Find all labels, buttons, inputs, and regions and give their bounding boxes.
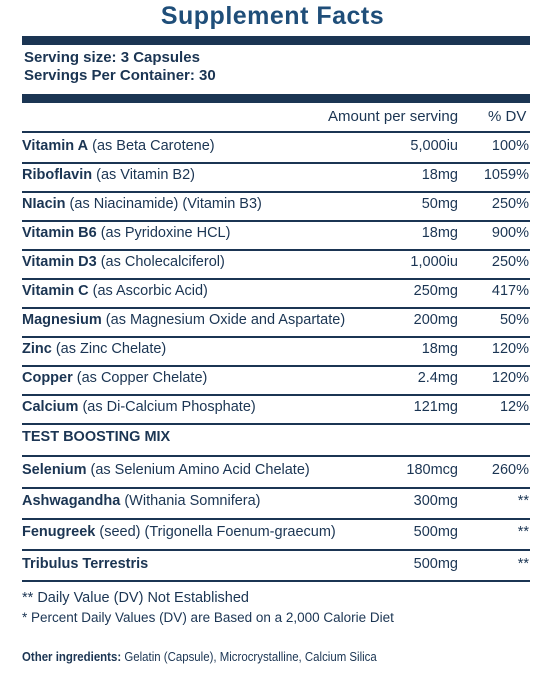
daily-value: ** bbox=[517, 556, 529, 572]
nutrient-name: NIacin (as Niacinamide) (Vitamin B3) bbox=[22, 196, 262, 212]
divider-bar bbox=[22, 36, 530, 45]
nutrient-bold: Tribulus Terrestris bbox=[22, 556, 149, 572]
nutrient-bold: Vitamin B6 bbox=[22, 225, 97, 241]
divider-line bbox=[22, 220, 530, 222]
footnote: * Percent Daily Values (DV) are Based on… bbox=[22, 610, 394, 625]
divider-line bbox=[22, 487, 530, 489]
divider-bar bbox=[22, 94, 530, 103]
nutrient-detail: (as Pyridoxine HCL) bbox=[100, 225, 231, 241]
divider-line bbox=[22, 336, 530, 338]
divider-line bbox=[22, 549, 530, 551]
nutrient-name: Vitamin D3 (as Cholecalciferol) bbox=[22, 254, 225, 270]
daily-value: 250% bbox=[491, 196, 529, 212]
amount: 121mg bbox=[413, 399, 458, 415]
divider-line bbox=[22, 278, 530, 280]
daily-value: 417% bbox=[491, 283, 529, 299]
divider-line bbox=[22, 191, 530, 193]
nutrient-detail: (as Magnesium Oxide and Aspartate) bbox=[105, 312, 346, 328]
nutrient-bold: Fenugreek bbox=[22, 524, 96, 540]
nutrient-bold: Vitamin A bbox=[22, 138, 89, 154]
nutrient-name: Vitamin C (as Ascorbic Acid) bbox=[22, 283, 208, 299]
servings-per-container: Servings Per Container: 30 bbox=[24, 67, 216, 84]
nutrient-bold: NIacin bbox=[22, 196, 66, 212]
amount: 500mg bbox=[413, 556, 458, 572]
nutrient-detail: (as Copper Chelate) bbox=[76, 370, 208, 386]
daily-value: 900% bbox=[491, 225, 529, 241]
amount: 18mg bbox=[421, 225, 458, 241]
divider-line bbox=[22, 162, 530, 164]
amount: 300mg bbox=[413, 493, 458, 509]
daily-value: ** bbox=[517, 493, 529, 509]
amount: 18mg bbox=[421, 167, 458, 183]
nutrient-name: Vitamin A (as Beta Carotene) bbox=[22, 138, 215, 154]
amount: 180mcg bbox=[406, 462, 458, 478]
column-header: % DV bbox=[488, 108, 527, 125]
serving-size: Serving size: 3 Capsules bbox=[24, 49, 200, 66]
daily-value: 50% bbox=[499, 312, 529, 328]
nutrient-name: Magnesium (as Magnesium Oxide and Aspart… bbox=[22, 312, 345, 328]
nutrient-name: Copper (as Copper Chelate) bbox=[22, 370, 207, 386]
other-text: Gelatin (Capsule), Microcrystalline, Cal… bbox=[124, 649, 377, 664]
nutrient-name: Selenium (as Selenium Amino Acid Chelate… bbox=[22, 462, 310, 478]
daily-value: 120% bbox=[491, 370, 529, 386]
nutrient-bold: Ashwagandha bbox=[22, 493, 121, 509]
nutrient-bold: Vitamin D3 bbox=[22, 254, 97, 270]
amount: 500mg bbox=[413, 524, 458, 540]
nutrient-detail: (as Zinc Chelate) bbox=[55, 341, 167, 357]
divider-line bbox=[22, 249, 530, 251]
nutrient-detail: (Withania Somnifera) bbox=[124, 493, 261, 509]
nutrient-bold: Riboflavin bbox=[22, 167, 93, 183]
daily-value: 260% bbox=[491, 462, 529, 478]
other-label: Other ingredients: bbox=[22, 649, 122, 664]
nutrient-bold: Selenium bbox=[22, 462, 87, 478]
divider-line bbox=[22, 580, 530, 582]
divider-line bbox=[22, 394, 530, 396]
divider-line bbox=[22, 307, 530, 309]
divider-line bbox=[22, 423, 530, 425]
amount: 200mg bbox=[413, 312, 458, 328]
nutrient-name: Zinc (as Zinc Chelate) bbox=[22, 341, 166, 357]
section-heading: TEST BOOSTING MIX bbox=[22, 429, 171, 445]
nutrient-bold: Copper bbox=[22, 370, 73, 386]
daily-value: 12% bbox=[499, 399, 529, 415]
footnote: ** Daily Value (DV) Not Established bbox=[22, 590, 249, 606]
amount: 5,000iu bbox=[410, 138, 458, 154]
daily-value: 120% bbox=[491, 341, 529, 357]
nutrient-bold: Vitamin C bbox=[22, 283, 89, 299]
amount: 250mg bbox=[413, 283, 458, 299]
divider-line bbox=[22, 131, 530, 133]
amount: 18mg bbox=[421, 341, 458, 357]
divider-line bbox=[22, 365, 530, 367]
daily-value: ** bbox=[517, 524, 529, 540]
amount: 1,000iu bbox=[410, 254, 458, 270]
daily-value: 100% bbox=[491, 138, 529, 154]
nutrient-detail: (as Cholecalciferol) bbox=[100, 254, 225, 270]
other-ingredients: Other ingredients: Gelatin (Capsule), Mi… bbox=[22, 649, 377, 664]
nutrient-bold: Calcium bbox=[22, 399, 79, 415]
nutrient-detail: (seed) (Trigonella Foenum-graecum) bbox=[99, 524, 336, 540]
divider-line bbox=[22, 518, 530, 520]
nutrient-bold: Magnesium bbox=[22, 312, 102, 328]
daily-value: 250% bbox=[491, 254, 529, 270]
amount: 2.4mg bbox=[417, 370, 458, 386]
divider-line bbox=[22, 455, 530, 457]
nutrient-name: Riboflavin (as Vitamin B2) bbox=[22, 167, 195, 183]
nutrient-name: Fenugreek (seed) (Trigonella Foenum-grae… bbox=[22, 524, 336, 540]
column-header: Amount per serving bbox=[328, 108, 459, 125]
nutrient-name: Calcium (as Di-Calcium Phosphate) bbox=[22, 399, 256, 415]
nutrient-bold: Zinc bbox=[22, 341, 52, 357]
title: Supplement Facts bbox=[160, 2, 385, 30]
nutrient-detail: (as Selenium Amino Acid Chelate) bbox=[90, 462, 310, 478]
daily-value: 1059% bbox=[483, 167, 529, 183]
nutrient-name: Tribulus Terrestris bbox=[22, 556, 148, 572]
nutrient-detail: (as Di-Calcium Phosphate) bbox=[82, 399, 256, 415]
nutrient-detail: (as Niacinamide) (Vitamin B3) bbox=[69, 196, 262, 212]
nutrient-detail: (as Beta Carotene) bbox=[92, 138, 215, 154]
nutrient-detail: (as Vitamin B2) bbox=[96, 167, 195, 183]
amount: 50mg bbox=[421, 196, 458, 212]
nutrient-name: Vitamin B6 (as Pyridoxine HCL) bbox=[22, 225, 230, 241]
nutrient-name: Ashwagandha (Withania Somnifera) bbox=[22, 493, 261, 509]
nutrient-detail: (as Ascorbic Acid) bbox=[92, 283, 208, 299]
